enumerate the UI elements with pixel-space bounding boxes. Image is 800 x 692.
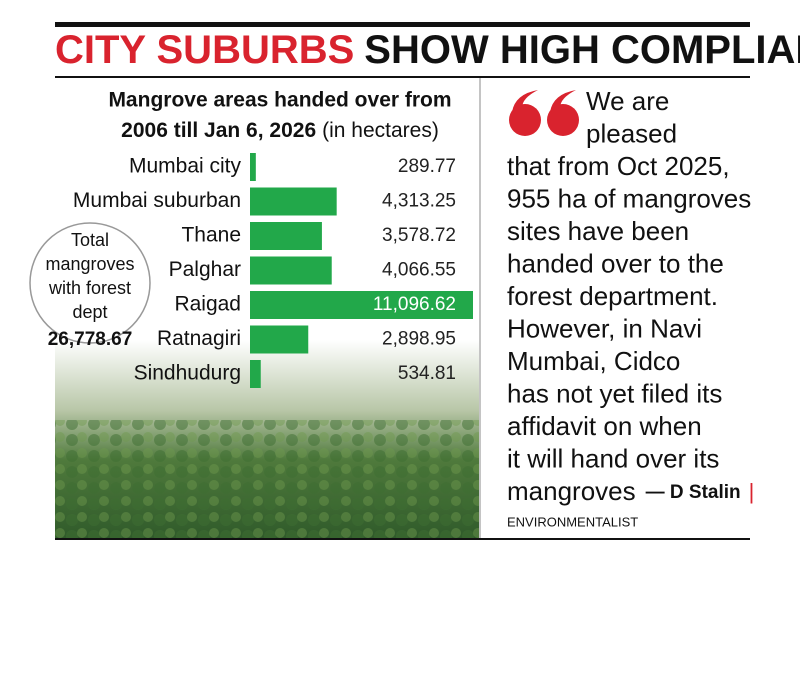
category-label: Ratnagiri [157, 327, 241, 350]
chart-title: Mangrove areas handed over from [108, 89, 451, 112]
category-label: Raigad [174, 293, 241, 316]
quote-line: handed over to the [507, 248, 724, 278]
bar [250, 291, 473, 319]
annotation-value: 26,778.67 [48, 329, 133, 350]
annotation-text: mangroves [45, 254, 134, 274]
value-label: 11,096.62 [373, 294, 456, 315]
value-label: 289.77 [398, 156, 456, 177]
quote-line: pleased [586, 118, 677, 148]
quote-line: Mumbai, Cidco [507, 346, 680, 376]
chart-title: 2006 till Jan 6, 2026 (in hectares) [121, 119, 439, 142]
bar [250, 360, 261, 388]
quote-line: 955 ha of mangroves [507, 183, 751, 213]
annotation-text: dept [72, 302, 107, 322]
quote-line: affidavit on when [507, 411, 702, 441]
quote-line: forest department. [507, 281, 718, 311]
chart: Mangrove areas handed over from 2006 til… [73, 89, 473, 388]
quote-mark [509, 90, 579, 136]
bar [250, 187, 337, 216]
top-rule [55, 22, 750, 27]
bar [250, 153, 256, 181]
quote-role: ENVIRONMENTALIST [507, 514, 638, 529]
bottom-rule [55, 538, 750, 540]
quote-line: it will hand over its [507, 443, 719, 473]
bar [250, 222, 322, 250]
quote-line: mangroves [507, 476, 636, 506]
category-label: Sindhudurg [134, 362, 241, 385]
value-label: 2,898.95 [382, 329, 456, 350]
quote-separator: | [749, 479, 755, 504]
total-annotation: Total mangroves with forest dept 26,778.… [29, 222, 151, 350]
quote-line: has not yet filed its [507, 378, 722, 408]
bar [250, 325, 309, 354]
category-label: Mumbai city [129, 155, 242, 178]
category-label: Thane [181, 224, 241, 247]
annotation-text: Total [71, 230, 109, 250]
value-label: 534.81 [398, 363, 456, 384]
quote-line: However, in Navi [507, 313, 702, 343]
quote-line: sites have been [507, 216, 689, 246]
value-label: 4,066.55 [382, 260, 456, 281]
annotation-circle [29, 222, 151, 344]
quote-author: — D Stalin [646, 482, 741, 503]
quote-line: that from Oct 2025, [507, 151, 730, 181]
value-label: 4,313.25 [382, 191, 456, 212]
category-label: Palghar [169, 258, 241, 281]
annotation-text: with forest [48, 278, 131, 298]
bar [250, 256, 332, 285]
category-label: Mumbai suburban [73, 189, 241, 212]
forest-texture [55, 420, 479, 540]
value-label: 3,578.72 [382, 225, 456, 246]
header-rule [55, 76, 750, 78]
quote-line: We are [586, 86, 669, 116]
